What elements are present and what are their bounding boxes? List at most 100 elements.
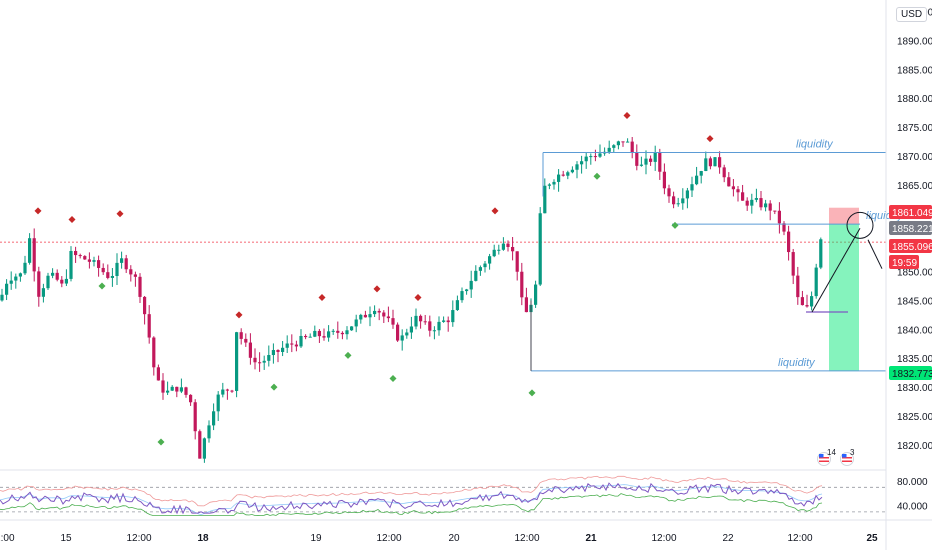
candle-up (331, 330, 335, 332)
oscillator-tick-label: 80.000 (897, 477, 928, 488)
candle-up (212, 411, 216, 426)
price-badge-label: 1861.049 (892, 208, 932, 219)
buy-signal-marker (344, 351, 352, 359)
candle-down (133, 274, 137, 277)
price-tick-label: 1890.000 (897, 36, 932, 47)
candle-down (161, 380, 165, 393)
candle-up (170, 386, 174, 391)
candle-up (69, 250, 73, 279)
sell-signal-marker (116, 210, 124, 218)
candle-up (46, 275, 50, 289)
candle-up (469, 280, 473, 290)
candle-down (101, 267, 105, 273)
candle-up (405, 332, 409, 336)
candle-up (442, 320, 446, 322)
candle-down (230, 390, 234, 392)
price-tick-label: 1885.000 (897, 65, 932, 76)
currency-label[interactable]: USD (896, 7, 928, 22)
oscillator-mid-line (0, 484, 823, 516)
candle-up (437, 321, 441, 331)
candle-down (147, 314, 151, 338)
event-markers[interactable]: 14 3 (817, 448, 856, 466)
candle-up (18, 273, 22, 277)
candle-up (653, 152, 657, 162)
candle-up (695, 175, 699, 185)
candle-down (630, 141, 634, 153)
price-badges: 1861.049 1858.221 1855.096 19:59 1832.773 (889, 205, 932, 380)
candle-down (294, 344, 298, 347)
candle-up (166, 390, 170, 393)
price-badge (889, 221, 932, 235)
candle-up (64, 278, 68, 284)
candle-up (713, 157, 717, 167)
time-tick-label: 21 (585, 533, 597, 544)
time-tick-label: 12:00 (376, 533, 401, 544)
candle-up (373, 310, 377, 315)
sell-signal-marker (373, 285, 381, 293)
candle-down (340, 332, 344, 335)
candle-down (290, 343, 294, 345)
candle-up (681, 198, 685, 204)
candle-up (584, 156, 588, 162)
candle-up (644, 158, 648, 165)
price-tick-label: 1850.000 (897, 268, 932, 279)
candle-up (580, 161, 584, 165)
candle-down (152, 337, 156, 368)
candle-up (359, 314, 363, 320)
candle-up (626, 141, 630, 143)
candle-up (616, 141, 620, 146)
candle-up (23, 262, 27, 274)
candle-down (796, 275, 800, 298)
take-profit-zone (829, 224, 859, 372)
candle-down (662, 171, 666, 189)
candle-up (538, 213, 542, 285)
projection-line (811, 227, 861, 313)
stop-loss-zone (829, 207, 859, 225)
time-tick-label: 12:00 (126, 533, 151, 544)
flag-stripe (819, 457, 829, 459)
candle-up (368, 314, 372, 318)
time-axis[interactable]: 12:00 15 12:00 18 19 12:00 20 12:00 21 12:00 22 12:… (0, 533, 878, 544)
candle-down (621, 141, 625, 143)
target-circle (846, 211, 874, 239)
price-tick-label: 1840.000 (897, 325, 932, 336)
candle-up (810, 296, 814, 307)
candle-down (561, 174, 565, 176)
candle-up (299, 335, 303, 347)
candle-down (304, 335, 308, 338)
candle-up (557, 174, 561, 182)
position-tool[interactable] (829, 207, 859, 372)
sell-signal-marker (318, 294, 326, 302)
time-tick-label: 12:00 (787, 533, 812, 544)
candle-up (354, 319, 358, 327)
candle-up (819, 239, 823, 268)
candle-down (175, 386, 179, 392)
candle-down (78, 255, 82, 257)
candles (0, 136, 823, 463)
candle-up (589, 156, 593, 158)
flag-stripe (842, 457, 852, 459)
candle-down (37, 271, 41, 297)
candle-down (658, 152, 662, 172)
candle-down (768, 203, 772, 211)
candle-down (428, 321, 432, 331)
candle-up (598, 153, 602, 157)
candle-down (106, 272, 110, 278)
buy-signal-marker (157, 438, 165, 446)
candle-up (488, 256, 492, 264)
sell-signal-marker (706, 135, 714, 143)
time-tick-label: 15 (60, 533, 72, 544)
time-tick-label: 12:00 (0, 533, 15, 544)
candle-down (377, 310, 381, 313)
candle-down (363, 314, 367, 318)
candle-up (9, 280, 13, 284)
candle-up (409, 326, 413, 333)
candle-up (400, 335, 404, 341)
candle-up (690, 184, 694, 191)
candle-down (336, 330, 340, 333)
candle-up (465, 289, 469, 292)
price-tick-label: 1865.000 (897, 181, 932, 192)
